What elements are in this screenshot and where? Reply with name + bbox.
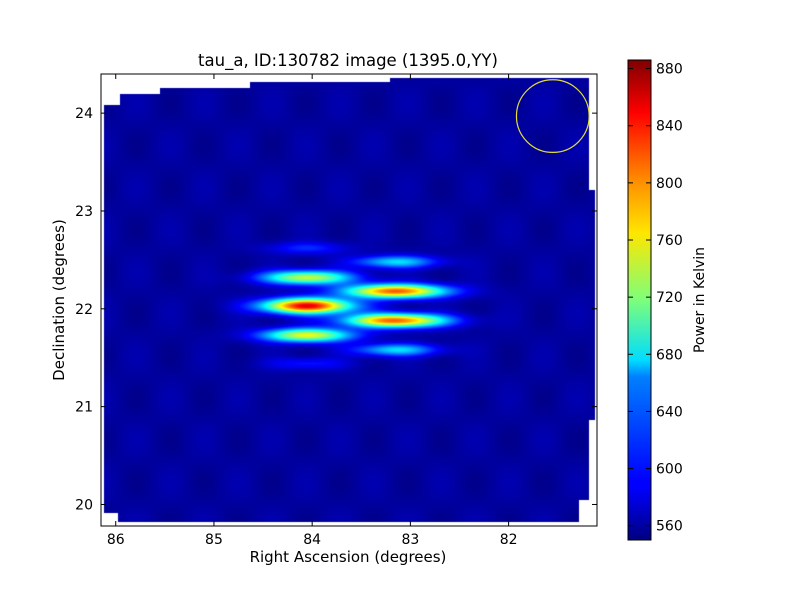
- colorbar-tick-label: 880: [656, 62, 683, 78]
- x-axis-label: Right Ascension (degrees): [250, 548, 447, 566]
- x-tick-label: 84: [303, 532, 321, 548]
- x-tick-label: 82: [500, 532, 518, 548]
- colorbar-ticks: 560 600 640 680 720 760 800 840 880: [628, 62, 683, 535]
- chart-title: tau_a, ID:130782 image (1395.0,YY): [198, 51, 498, 71]
- y-axis-ticks: 20 21 22 23 24: [75, 106, 597, 513]
- x-tick-label: 86: [107, 532, 125, 548]
- x-tick-label: 83: [401, 532, 419, 548]
- colorbar-label: Power in Kelvin: [692, 247, 708, 353]
- x-axis-ticks: 86 85 84 83 82: [107, 74, 518, 548]
- y-tick-label: 23: [75, 204, 93, 220]
- colorbar-tick-label: 760: [656, 233, 683, 249]
- colorbar-tick-label: 640: [656, 404, 683, 420]
- y-tick-label: 24: [75, 106, 93, 122]
- colorbar-tick-label: 720: [656, 290, 683, 306]
- colorbar-gradient: [627, 59, 652, 541]
- heatmap-image: [101, 74, 597, 526]
- plot-area: [101, 74, 597, 526]
- colorbar-tick-label: 600: [656, 462, 683, 478]
- beam-circle: [515, 79, 590, 154]
- colorbar-tick-label: 840: [656, 119, 683, 135]
- colorbar-tick-label: 560: [656, 519, 683, 535]
- colorbar: 560 600 640 680 720 760 800 840 880 Power in Kel…: [627, 59, 708, 541]
- y-tick-label: 21: [75, 400, 93, 416]
- y-axis-label: Declination (degrees): [50, 219, 68, 381]
- colorbar-tick-label: 680: [656, 347, 683, 363]
- y-tick-label: 20: [75, 497, 93, 513]
- y-tick-label: 22: [75, 302, 93, 318]
- colorbar-tick-label: 800: [656, 176, 683, 192]
- plot-frame: [100, 73, 598, 527]
- x-tick-label: 85: [205, 532, 223, 548]
